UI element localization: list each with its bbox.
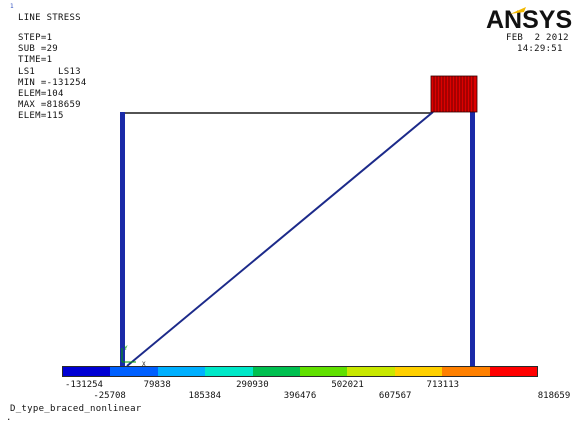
coordinate-triad <box>121 348 136 363</box>
legend-swatch-5 <box>252 367 301 376</box>
legend-swatch-8 <box>394 367 443 376</box>
legend-swatch-9 <box>442 367 490 376</box>
step-label: STEP=1 <box>18 33 53 43</box>
max-element: ELEM=115 <box>18 111 64 121</box>
right-column <box>470 112 475 367</box>
legend-lower-tick-1: -25708 <box>93 391 126 401</box>
legend-upper-tick-2: 79838 <box>143 380 171 390</box>
legend-swatch-6 <box>300 367 348 376</box>
max-value: MAX =818659 <box>18 100 81 110</box>
legend-lower-tick-5: 818659 <box>537 391 571 401</box>
plot-time: 14:29:51 <box>517 44 563 54</box>
model-name: D_type_braced_nonlinear <box>10 404 142 414</box>
legend-lower-tick-2: 185384 <box>188 391 222 401</box>
legend-upper-tick-4: 502021 <box>331 380 364 390</box>
diagonal-brace <box>126 111 434 367</box>
left-column <box>120 112 125 367</box>
legend-lower-tick-4: 607567 <box>378 391 412 401</box>
plot-title: LINE STRESS <box>18 13 81 23</box>
min-value: MIN =-131254 <box>18 78 87 88</box>
legend-swatch-2 <box>110 367 158 376</box>
plot-date: FEB 2 2012 <box>506 33 569 43</box>
axis-x-label: X <box>142 361 146 368</box>
contour-legend-bar <box>62 366 538 377</box>
legend-upper-tick-3: 290930 <box>236 380 269 390</box>
min-element: ELEM=104 <box>18 89 64 99</box>
legend-swatch-10 <box>489 367 538 376</box>
substep-label: SUB =29 <box>18 44 59 54</box>
legend-swatch-3 <box>157 367 206 376</box>
svg-text:ANSYS: ANSYS <box>486 6 572 34</box>
ansys-logo: ANSYS <box>486 6 572 34</box>
legend-lower-tick-3: 396476 <box>283 391 317 401</box>
legend-swatch-4 <box>205 367 253 376</box>
max-stress-element <box>430 75 478 113</box>
legend-swatch-1 <box>63 367 111 376</box>
window-number-marker: 1 <box>10 3 14 10</box>
legend-swatch-7 <box>347 367 395 376</box>
legend-upper-tick-5: 713113 <box>426 380 460 390</box>
item-labels: LS1 LS13 <box>18 67 81 77</box>
axis-y-label: Y <box>124 345 128 352</box>
cursor-dot: . <box>6 413 12 423</box>
time-label: TIME=1 <box>18 55 53 65</box>
legend-upper-tick-1: -131254 <box>65 380 103 390</box>
